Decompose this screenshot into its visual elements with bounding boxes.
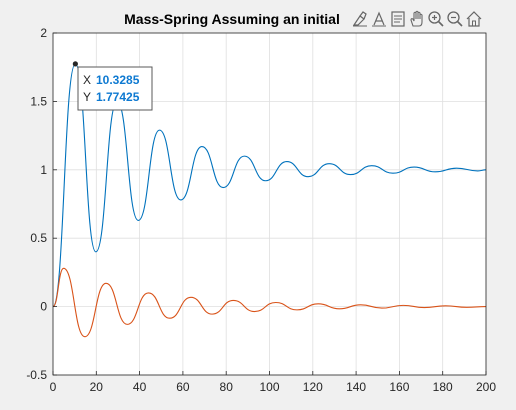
y-tick-label: 1 <box>40 163 47 177</box>
x-tick-label: 20 <box>90 380 104 394</box>
x-tick-label: 180 <box>433 380 453 394</box>
x-tick-label: 140 <box>346 380 366 394</box>
y-tick-label: 1.5 <box>30 94 47 108</box>
zoom-in-icon[interactable] <box>427 10 445 28</box>
axes-toolbar <box>351 10 483 28</box>
brush-icon[interactable] <box>351 10 369 28</box>
ticks: 0 20 40 60 80 100 120 140 160 180 200-0.500.511.52 <box>26 26 496 394</box>
series-layer <box>52 63 487 338</box>
datatip[interactable]: X 10.3285 Y 1.77425 <box>72 61 153 111</box>
y-tick-label: 0.5 <box>30 231 47 245</box>
datatip-y-label: Y <box>83 90 91 104</box>
edit-plot-icon[interactable] <box>389 10 407 28</box>
x-tick-label: 60 <box>176 380 190 394</box>
y-tick-label: 2 <box>40 26 47 40</box>
datatip-y-value: 1.77425 <box>96 90 140 104</box>
y-tick-label: 0 <box>40 300 47 314</box>
zoom-out-icon[interactable] <box>446 10 464 28</box>
datatip-x-label: X <box>83 73 91 87</box>
x-tick-label: 0 <box>50 380 57 394</box>
x-tick-label: 120 <box>303 380 323 394</box>
x-tick-label: 100 <box>259 380 279 394</box>
datatip-marker[interactable] <box>72 61 78 67</box>
series-line-2[interactable] <box>52 267 487 338</box>
home-icon[interactable] <box>465 10 483 28</box>
x-tick-label: 160 <box>389 380 409 394</box>
y-tick-label: -0.5 <box>26 368 47 382</box>
x-tick-label: 40 <box>133 380 147 394</box>
chart-title: Mass-Spring Assuming an initial <box>124 11 340 27</box>
series-line-1[interactable] <box>52 63 487 308</box>
datatip-x-value: 10.3285 <box>96 73 140 87</box>
datatip-box <box>77 66 153 111</box>
pan-hand-icon[interactable] <box>408 10 426 28</box>
x-tick-label: 80 <box>220 380 234 394</box>
data-cursor-icon[interactable] <box>370 10 388 28</box>
x-tick-label: 200 <box>476 380 496 394</box>
